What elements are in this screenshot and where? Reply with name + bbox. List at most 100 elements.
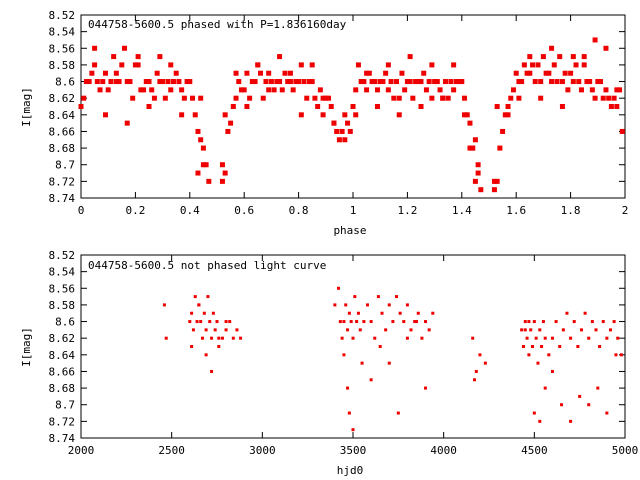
data-point bbox=[519, 79, 525, 85]
data-point bbox=[451, 62, 457, 68]
data-point bbox=[391, 95, 397, 101]
data-point bbox=[456, 79, 462, 85]
data-point bbox=[168, 62, 174, 68]
y-tick-label: 8.7 bbox=[55, 159, 75, 172]
data-point bbox=[579, 328, 583, 332]
data-point bbox=[372, 79, 378, 85]
data-point bbox=[527, 353, 531, 357]
data-point bbox=[211, 311, 215, 315]
data-point bbox=[538, 328, 542, 332]
data-point bbox=[440, 95, 446, 101]
data-point bbox=[230, 104, 236, 109]
data-point bbox=[86, 79, 92, 85]
x-tick-label: 1.4 bbox=[452, 204, 472, 217]
data-point bbox=[219, 162, 225, 168]
data-point bbox=[132, 62, 138, 68]
data-point bbox=[523, 328, 527, 332]
data-point bbox=[162, 303, 166, 307]
data-point bbox=[524, 70, 530, 76]
data-point bbox=[135, 62, 141, 68]
data-point bbox=[612, 320, 616, 324]
data-point bbox=[584, 79, 590, 85]
data-point bbox=[583, 311, 587, 315]
data-point bbox=[241, 87, 247, 93]
data-point bbox=[491, 178, 497, 184]
data-point bbox=[369, 320, 373, 324]
data-point bbox=[198, 95, 204, 101]
data-point bbox=[89, 70, 95, 76]
data-point bbox=[151, 95, 157, 101]
data-point bbox=[578, 87, 584, 93]
data-point bbox=[587, 336, 591, 340]
data-point bbox=[164, 336, 168, 340]
data-point bbox=[475, 170, 481, 176]
data-point bbox=[595, 79, 601, 85]
data-point bbox=[113, 70, 119, 76]
data-point bbox=[342, 353, 346, 357]
data-point bbox=[421, 70, 427, 76]
data-point bbox=[396, 411, 400, 415]
data-point bbox=[394, 79, 400, 85]
data-point bbox=[266, 70, 272, 76]
data-point bbox=[594, 328, 598, 332]
data-point bbox=[127, 79, 133, 85]
data-point bbox=[188, 320, 192, 324]
data-point bbox=[546, 70, 552, 76]
data-point bbox=[570, 79, 576, 85]
data-point bbox=[346, 386, 350, 390]
data-point bbox=[402, 87, 408, 93]
data-point bbox=[570, 54, 576, 60]
data-point bbox=[559, 79, 565, 85]
data-point bbox=[353, 295, 357, 299]
data-point bbox=[102, 70, 108, 76]
y-axis-ticks: 8.52 8.54 8.56 8.58 8.6 8.62 8.64 8.66 8.68 8.7 8.… bbox=[49, 249, 625, 445]
data-point bbox=[349, 320, 353, 324]
data-point bbox=[282, 70, 288, 76]
data-point bbox=[274, 79, 280, 85]
data-point bbox=[378, 345, 382, 348]
data-point bbox=[364, 87, 370, 93]
x-tick-label: 2000 bbox=[68, 444, 95, 457]
data-point bbox=[366, 70, 372, 76]
data-point bbox=[614, 353, 618, 357]
data-point bbox=[521, 62, 527, 68]
y-tick-label: 8.68 bbox=[49, 382, 76, 395]
data-point bbox=[347, 311, 351, 315]
data-point bbox=[448, 79, 454, 85]
data-point bbox=[346, 328, 350, 332]
data-point bbox=[581, 54, 587, 60]
data-point bbox=[190, 95, 196, 101]
data-point bbox=[543, 386, 547, 390]
y-tick-label: 8.68 bbox=[49, 142, 76, 155]
data-point bbox=[285, 79, 291, 85]
data-point bbox=[213, 328, 217, 332]
data-point bbox=[141, 87, 147, 93]
y-tick-label: 8.58 bbox=[49, 59, 76, 72]
data-point bbox=[208, 320, 212, 324]
x-axis-label: phase bbox=[333, 224, 366, 237]
data-point bbox=[531, 345, 535, 348]
data-point bbox=[162, 95, 168, 101]
y-tick-label: 8.56 bbox=[49, 282, 76, 295]
data-points bbox=[162, 286, 623, 432]
data-point bbox=[592, 37, 598, 43]
data-point bbox=[277, 54, 283, 60]
data-point bbox=[562, 70, 568, 76]
data-point bbox=[231, 336, 235, 340]
y-tick-label: 8.62 bbox=[49, 92, 76, 105]
data-point bbox=[198, 137, 204, 143]
data-point bbox=[336, 137, 342, 143]
data-point bbox=[399, 70, 405, 76]
data-point bbox=[195, 128, 201, 134]
x-tick-label: 0.2 bbox=[125, 204, 145, 217]
data-point bbox=[100, 79, 106, 85]
data-point bbox=[351, 428, 355, 432]
y-tick-label: 8.52 bbox=[49, 249, 76, 262]
data-point bbox=[215, 320, 219, 324]
data-point bbox=[550, 369, 554, 373]
data-point bbox=[219, 178, 225, 184]
data-point bbox=[568, 70, 574, 76]
y-tick-label: 8.52 bbox=[49, 9, 76, 22]
x-tick-label: 1.8 bbox=[561, 204, 581, 217]
data-point bbox=[199, 320, 203, 324]
